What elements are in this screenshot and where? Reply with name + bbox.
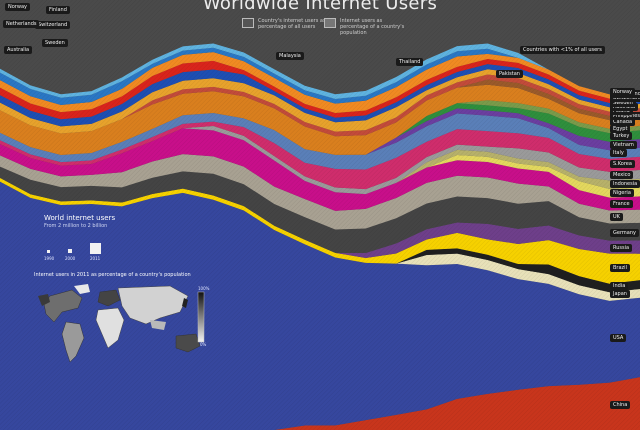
label-mexico: Mexico	[610, 171, 634, 180]
label-usa: USA	[610, 334, 627, 343]
label-uk: UK	[610, 213, 623, 222]
world-users-subtitle: From 2 million to 2 billion	[44, 223, 108, 229]
label-germany: Germany	[610, 228, 639, 237]
label-finland: Finland	[46, 6, 70, 14]
world-users-legend	[47, 243, 101, 254]
map-title: Internet users in 2011 as percentage of …	[34, 272, 191, 278]
label-pakistan: Pakistan	[496, 70, 523, 78]
map-europe	[97, 289, 121, 307]
world-users-square-2000	[68, 249, 72, 253]
chart-title: Worldwide Internet Users	[202, 0, 438, 14]
world-users-year-1990: 1990	[44, 256, 55, 261]
world-map	[38, 284, 205, 363]
small-countries-annotation: Countries with <1% of all users	[520, 46, 605, 54]
map-australia	[175, 333, 201, 353]
label-france: France	[610, 200, 633, 208]
map-scale-bottom: 0%	[200, 342, 207, 347]
map-greenland	[74, 284, 90, 294]
label-canada: Canada	[610, 118, 636, 127]
label-switzerland: Switzerland	[610, 94, 640, 103]
label-japan: Japan	[610, 290, 630, 299]
map-southeast-asia	[150, 320, 166, 330]
label-thailand: Thailand	[396, 58, 424, 66]
map-africa	[95, 307, 125, 349]
map-south-america	[61, 321, 85, 363]
label-vietnam: Vietnam	[610, 140, 637, 149]
map-north-america	[43, 289, 83, 323]
label-nigeria: Nigeria	[610, 188, 634, 197]
share-legend-swatch	[242, 18, 254, 28]
label-australia: Australia	[610, 103, 639, 112]
label-poland: Poland	[610, 107, 633, 116]
label-china: China	[610, 400, 631, 409]
map-alaska	[38, 294, 50, 306]
label-switzerland: Switzerland	[35, 21, 71, 29]
label-s-korea: S.Korea	[610, 160, 635, 169]
penetration-legend: Internet users as percentage of a countr…	[324, 18, 408, 36]
world-users-year-2011: 2011	[90, 256, 101, 261]
share-legend: Country's internet users as percentage o…	[242, 18, 326, 30]
map-asia	[117, 285, 189, 325]
map-color-scale	[197, 291, 205, 343]
label-brazil: Brazil	[610, 263, 630, 272]
penetration-legend-label: Internet users as percentage of a countr…	[340, 18, 405, 36]
label-sweden: Sweden	[610, 98, 636, 107]
label-norway: Norway	[5, 3, 30, 11]
label-netherlands: Netherlands	[3, 20, 40, 28]
label-australia: Australia	[4, 46, 33, 54]
world-users-year-2000: 2000	[65, 256, 76, 261]
label-russia: Russia	[610, 244, 633, 253]
map-japan	[182, 298, 188, 308]
label-india: India	[610, 281, 629, 290]
label-norway: Norway	[610, 87, 635, 96]
label-malaysia: Malaysia	[276, 52, 304, 60]
label-indonesia: Indonesia	[610, 180, 640, 189]
world-users-title: World internet users	[44, 214, 116, 222]
label-sweden: Sweden	[42, 39, 68, 47]
label-philippines: Philippines	[610, 111, 640, 120]
world-users-square-2011	[90, 243, 101, 254]
share-legend-label: Country's internet users as percentage o…	[258, 18, 326, 30]
label-turkey: Turkey	[610, 131, 633, 140]
label-italy: Italy	[610, 149, 627, 158]
label-egypt: Egypt	[610, 125, 631, 134]
penetration-legend-swatch	[324, 18, 336, 28]
map-scale-top: 100%	[198, 286, 210, 291]
world-users-square-1990	[47, 250, 50, 253]
